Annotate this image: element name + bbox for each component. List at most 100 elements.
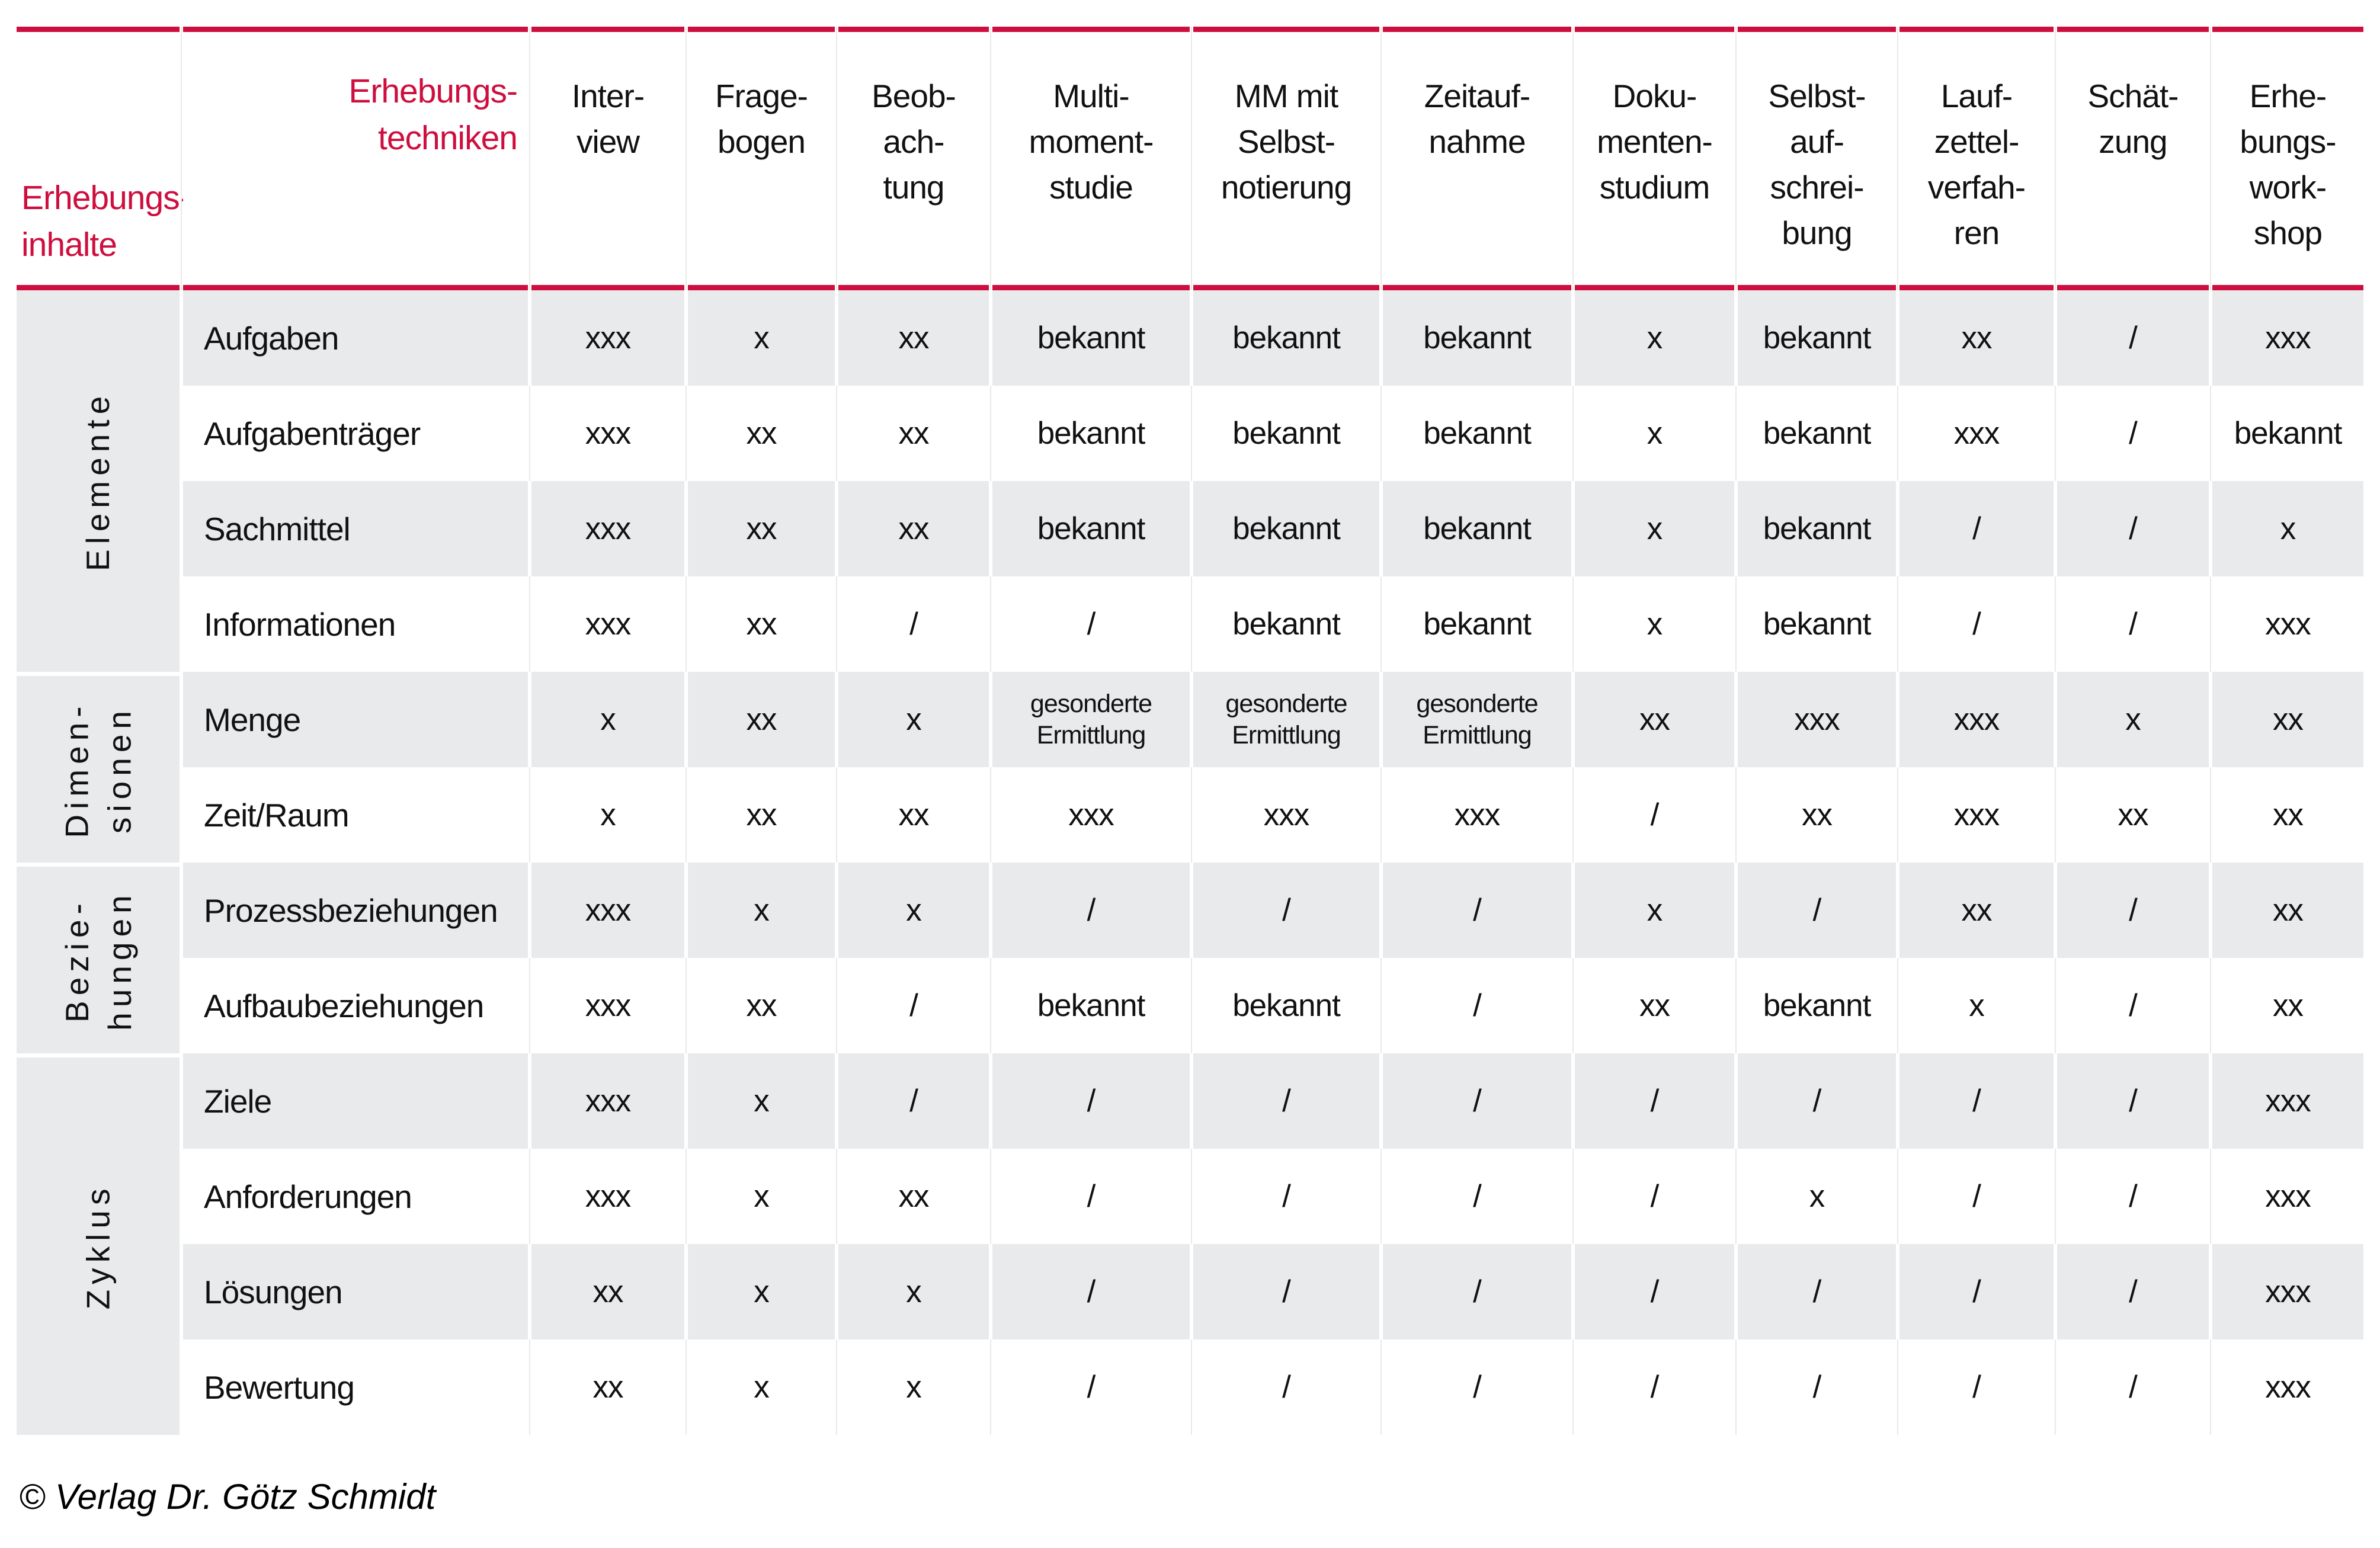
matrix-cell: / (838, 1053, 989, 1149)
row-label-l-sungen: Lösungen (183, 1244, 528, 1339)
matrix-cell: xxx (1380, 767, 1571, 863)
matrix-cell: xxx (2210, 1149, 2363, 1244)
matrix-cell: x (688, 1244, 835, 1339)
column-header-erhe-bungs-work-shop: Erhe-bungs-work-shop (2210, 27, 2363, 290)
matrix-cell: / (992, 863, 1190, 958)
matrix-cell: x (688, 290, 835, 386)
row-label-aufgaben: Aufgaben (183, 290, 528, 386)
matrix-cell: x (1735, 1149, 1896, 1244)
matrix-cell: x (531, 672, 684, 767)
column-header-line: Selbst- (1237, 123, 1335, 160)
row-group-zyklus: Zyklus (17, 1057, 180, 1435)
row-group-label-line: sionen (101, 705, 138, 834)
matrix-cell: / (1897, 1339, 2054, 1435)
matrix-cell: x (2057, 672, 2209, 767)
matrix-cell: xx (1572, 958, 1734, 1053)
row-label-zeit-raum: Zeit/Raum (183, 767, 528, 863)
matrix-cell: / (1383, 1053, 1571, 1149)
matrix-cell: / (1897, 576, 2054, 672)
column-header-line: zettel- (1934, 123, 2020, 160)
column-header-line: studie (1049, 169, 1133, 206)
matrix-cell: / (1383, 863, 1571, 958)
column-header-line: menten- (1597, 123, 1713, 160)
matrix-cell: xx (836, 767, 989, 863)
row-label-menge: Menge (183, 672, 528, 767)
column-header-line: nahme (1428, 123, 1526, 160)
matrix-cell: / (2057, 481, 2209, 576)
matrix-cell: xxx (529, 958, 684, 1053)
matrix-cell: / (2057, 863, 2209, 958)
matrix-cell: xxx (1738, 672, 1896, 767)
matrix-cell: xx (688, 672, 835, 767)
matrix-cell: x (686, 1149, 835, 1244)
row-group-label-line: hungen (101, 889, 138, 1031)
matrix-cell: xx (686, 958, 835, 1053)
matrix-cell: bekannt (1735, 576, 1896, 672)
row-group-label: Elemente (77, 391, 120, 571)
matrix-cell-value: gesonderte Ermittlung (1030, 689, 1152, 749)
row-group-dimen-sionen: Dimen-sionen (17, 676, 180, 863)
matrix-cell: / (836, 576, 989, 672)
matrix-cell: / (1193, 1053, 1379, 1149)
matrix-cell: / (1572, 767, 1734, 863)
matrix-cell: x (2212, 481, 2363, 576)
matrix-cell: / (1191, 1149, 1379, 1244)
column-header-mm-mitselbst-notierung: MM mit Selbst-notierung (1191, 27, 1379, 290)
matrix-cell: xxx (531, 481, 684, 576)
matrix-cell: xx (836, 1149, 989, 1244)
row-axis-title: Erhebungs- inhalte (21, 175, 191, 268)
column-header-multi-moment-studie: Multi-moment-studie (990, 27, 1190, 290)
matrix-cell: gesonderte Ermittlung (1193, 672, 1379, 767)
matrix-cell: x (686, 1339, 835, 1435)
matrix-cell: xxx (2212, 290, 2363, 386)
matrix-cell: x (688, 1053, 835, 1149)
matrix-cell: / (2055, 576, 2209, 672)
matrix-cell: bekannt (1383, 481, 1571, 576)
column-header-line: Zeitauf- (1424, 78, 1530, 114)
matrix-cell: xxx (2212, 1244, 2363, 1339)
matrix-cell: / (990, 1149, 1190, 1244)
matrix-cell-value: gesonderte Ermittlung (1225, 689, 1347, 749)
matrix-cell: / (1899, 481, 2054, 576)
matrix-cell: xxx (531, 863, 684, 958)
matrix-cell: gesonderte Ermittlung (992, 672, 1190, 767)
matrix-cell: xx (838, 290, 989, 386)
matrix-cell: bekannt (1383, 290, 1571, 386)
matrix-cell: xx (1735, 767, 1896, 863)
column-header-line: ach- (883, 123, 945, 160)
matrix-cell: xx (2055, 767, 2209, 863)
column-header-line: MM mit (1234, 78, 1338, 114)
row-label-aufbaubeziehungen: Aufbaubeziehungen (183, 958, 528, 1053)
column-header-line: bogen (717, 123, 806, 160)
matrix-cell: xx (686, 386, 835, 481)
matrix-cell: xx (1899, 863, 2054, 958)
matrix-cell: xx (2212, 863, 2363, 958)
matrix-cell: bekannt (1735, 386, 1896, 481)
matrix-cell: / (2055, 386, 2209, 481)
matrix-cell: x (838, 672, 989, 767)
matrix-cell: bekannt (990, 958, 1190, 1053)
matrix-cell-value: gesonderte Ermittlung (1416, 689, 1538, 749)
matrix-cell: xxx (2210, 576, 2363, 672)
matrix-cell: / (1380, 1339, 1571, 1435)
row-label-informationen: Informationen (183, 576, 528, 672)
matrix-cell: / (1193, 1244, 1379, 1339)
matrix-grid: Erhebungs- inhalte Erhebungs- techniken … (17, 27, 2363, 1435)
column-header-line: Lauf- (1940, 78, 2013, 114)
row-group-label: Bezie-hungen (56, 890, 141, 1031)
matrix-cell: xx (688, 481, 835, 576)
matrix-cell: xxx (529, 386, 684, 481)
row-group-label: Zyklus (77, 1183, 120, 1309)
column-header-line: moment- (1029, 123, 1154, 160)
column-header-line: bung (1782, 214, 1852, 251)
column-header-line: shop (2253, 214, 2323, 251)
matrix-cell: xxx (529, 1149, 684, 1244)
matrix-cell: bekannt (1738, 290, 1896, 386)
column-header-line: studium (1599, 169, 1710, 206)
matrix-cell: bekannt (2210, 386, 2363, 481)
column-axis-title-line2: techniken (377, 119, 518, 157)
matrix-cell: bekannt (1380, 386, 1571, 481)
row-label-sachmittel: Sachmittel (183, 481, 528, 576)
column-header-line: view (576, 123, 640, 160)
column-header-line: work- (2249, 169, 2327, 206)
